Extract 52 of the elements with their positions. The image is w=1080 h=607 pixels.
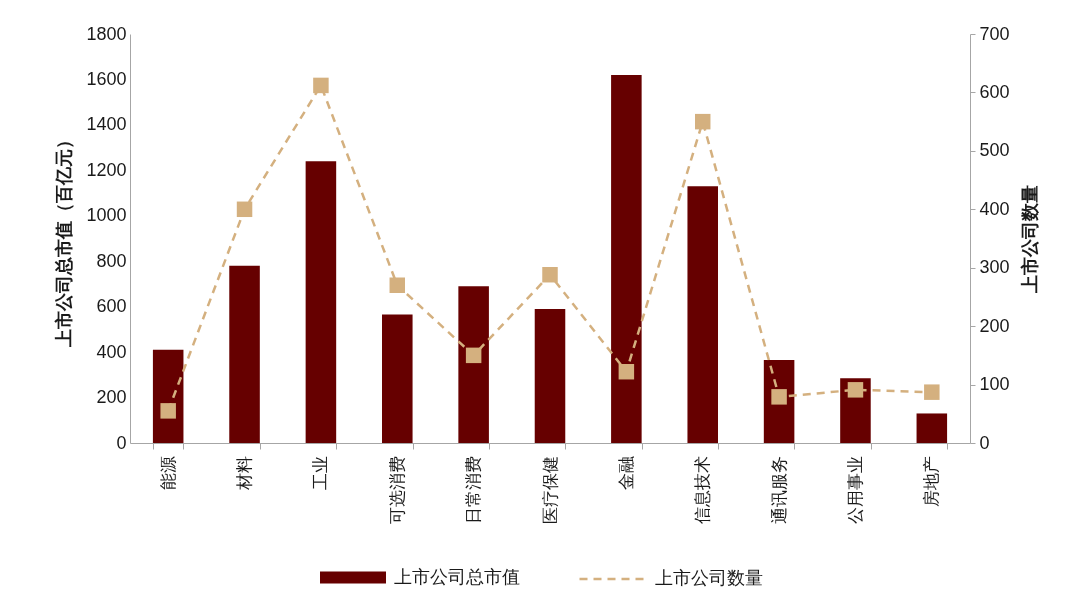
y-tick-label: 1000 <box>86 205 127 226</box>
bar <box>687 186 718 443</box>
y2-tick-label: 100 <box>979 374 1010 395</box>
y2-tick-label: 200 <box>979 315 1010 336</box>
x-tick-label: 日常消费 <box>464 455 484 524</box>
y-tick-label: 200 <box>96 387 127 408</box>
point <box>924 384 940 400</box>
y2-tick-label: 600 <box>979 81 1010 102</box>
bar <box>229 265 260 443</box>
point <box>236 201 253 218</box>
x-tick-label: 房地产 <box>922 455 942 507</box>
x-tick-label: 工业 <box>311 455 331 490</box>
point <box>160 403 176 419</box>
x-tick-label: 通讯服务 <box>769 455 789 524</box>
y-tick-label: 400 <box>96 341 127 362</box>
x-tick-label: 医疗保健 <box>540 455 560 524</box>
x-tick-label: 金融 <box>616 455 636 490</box>
point <box>389 277 406 293</box>
x-tick-label: 能源 <box>158 455 178 490</box>
point <box>694 113 711 130</box>
y2-tick-label: 300 <box>979 257 1010 278</box>
x-tick-label: 公用事业 <box>845 455 865 524</box>
bar <box>382 314 413 443</box>
point <box>465 347 482 364</box>
y-tick-label: 1200 <box>86 159 127 180</box>
bar <box>534 308 566 443</box>
legend-label: 上市公司数量 <box>654 568 763 588</box>
point <box>313 77 329 94</box>
bar <box>305 161 337 443</box>
y-tick-label: 1600 <box>86 68 127 89</box>
bar <box>916 413 948 443</box>
x-tick-label: 材料 <box>235 455 255 491</box>
y2-tick-label: 700 <box>979 23 1010 44</box>
y2-tick-label: 0 <box>979 432 990 453</box>
point <box>542 266 558 283</box>
y-tick-label: 0 <box>116 432 127 453</box>
point <box>847 382 864 398</box>
y-tick-label: 600 <box>96 296 127 317</box>
y-tick-label: 1800 <box>86 23 127 44</box>
y-axis-title: 上市公司总市值（百亿元） <box>54 131 75 348</box>
x-tick-label: 信息技术 <box>693 455 713 524</box>
y2-tick-label: 500 <box>979 140 1010 161</box>
point <box>618 363 635 380</box>
x-tick-label: 可选消费 <box>387 455 407 524</box>
y2-axis-title: 上市公司数量 <box>1019 185 1040 294</box>
y-tick-label: 1400 <box>86 114 127 135</box>
point <box>771 389 787 405</box>
bar <box>458 286 489 443</box>
legend-label: 上市公司总市值 <box>393 566 520 587</box>
bar <box>611 74 642 443</box>
y-tick-label: 800 <box>96 250 127 271</box>
y2-tick-label: 400 <box>979 198 1010 219</box>
